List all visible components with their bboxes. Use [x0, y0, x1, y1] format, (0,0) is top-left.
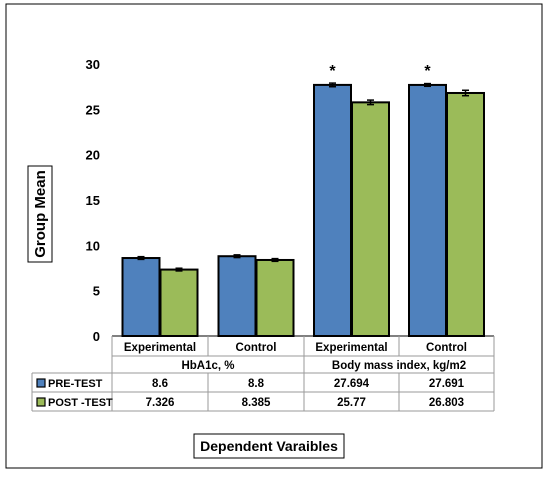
- y-tick-label: 15: [86, 193, 100, 208]
- x-tick-label: Control: [426, 342, 467, 354]
- bar-post-test: [159, 268, 199, 338]
- data-table-value: 8.385: [242, 397, 271, 409]
- group-label: HbA1c, %: [181, 360, 234, 372]
- y-tick-label: 5: [93, 284, 100, 299]
- bar-post-test: [446, 91, 485, 337]
- x-axis-title: Dependent Varaibles: [200, 438, 338, 454]
- bar-post-test: [351, 101, 390, 337]
- bar-pre-test: [217, 255, 257, 338]
- bar-post-test: [255, 258, 295, 338]
- x-tick-label: Experimental: [315, 342, 387, 354]
- significance-marker: *: [424, 63, 431, 80]
- group-label: Body mass index, kg/m2: [332, 360, 466, 372]
- y-tick-label: 0: [93, 329, 100, 344]
- x-tick-label: Control: [236, 342, 277, 354]
- bar-pre-test: [408, 83, 447, 337]
- x-axis-title-box: [193, 433, 345, 459]
- bar-pre-test: [121, 257, 161, 338]
- bar-pre-test: [313, 83, 352, 337]
- legend-label: POST -TEST: [48, 397, 113, 409]
- data-table-value: 8.6: [152, 378, 168, 390]
- y-axis-title-box: [27, 165, 53, 263]
- x-tick-label: Experimental: [124, 342, 196, 354]
- y-axis-title: Group Mean: [32, 170, 49, 258]
- legend-key-post-test: [36, 397, 46, 407]
- significance-marker: *: [329, 63, 336, 80]
- legend-key-pre-test: [36, 378, 46, 388]
- data-table-value: 27.694: [334, 378, 370, 390]
- y-tick-label: 10: [86, 238, 100, 253]
- data-table-value: 27.691: [429, 378, 465, 390]
- y-tick-label: 20: [86, 148, 100, 163]
- data-table-value: 25.77: [337, 397, 366, 409]
- legend-label: PRE-TEST: [48, 378, 103, 390]
- y-tick-label: 25: [86, 102, 100, 117]
- data-table-value: 7.326: [146, 397, 175, 409]
- y-tick-label: 30: [86, 57, 100, 72]
- data-table-value: 26.803: [429, 397, 464, 409]
- data-table-value: 8.8: [248, 378, 265, 390]
